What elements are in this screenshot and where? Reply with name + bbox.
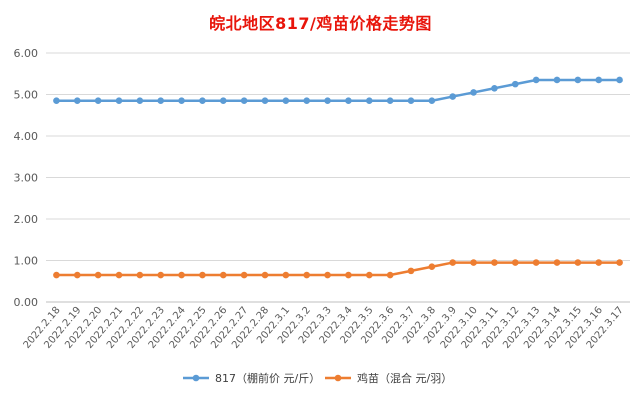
data-point-1: [240, 271, 248, 279]
data-point-1: [199, 271, 206, 279]
data-point-1: [470, 259, 477, 266]
data-point-0: [428, 97, 436, 105]
data-point-1: [53, 271, 60, 279]
data-point-0: [94, 97, 102, 105]
y-tick-label: 0.00: [14, 296, 39, 309]
data-point-1: [491, 259, 498, 266]
data-point-1: [386, 271, 394, 279]
data-point-1: [282, 271, 290, 279]
y-tick-label: 2.00: [14, 213, 39, 226]
data-point-0: [53, 97, 60, 105]
data-point-0: [261, 97, 269, 105]
data-point-1: [115, 271, 123, 279]
data-point-0: [491, 84, 498, 92]
data-point-1: [303, 271, 311, 279]
y-tick-label: 1.00: [14, 255, 39, 268]
y-tick-label: 5.00: [14, 89, 39, 102]
data-point-0: [595, 76, 603, 84]
legend-marker-0: [192, 374, 200, 382]
data-point-0: [157, 97, 165, 105]
data-point-1: [261, 271, 269, 279]
series-line-1: [56, 261, 620, 277]
data-point-0: [365, 97, 373, 105]
data-point-1: [178, 271, 185, 279]
data-point-0: [136, 97, 144, 105]
series-line-0: [56, 78, 620, 102]
data-point-0: [532, 76, 540, 84]
data-point-1: [345, 271, 352, 279]
data-point-1: [616, 259, 623, 266]
data-point-0: [178, 97, 185, 105]
y-tick-label: 6.00: [14, 47, 39, 60]
data-point-0: [470, 89, 477, 96]
data-point-0: [574, 76, 582, 84]
data-point-0: [407, 97, 415, 105]
data-point-0: [115, 97, 123, 105]
data-point-0: [240, 97, 248, 105]
data-point-1: [428, 263, 436, 271]
chart-title: 皖北地区817/鸡苗价格走势图: [209, 14, 432, 33]
data-point-0: [553, 76, 561, 84]
data-point-1: [219, 271, 227, 279]
legend-label-1: 鸡苗（混合 元/羽）: [357, 371, 452, 385]
data-point-1: [449, 259, 457, 266]
data-point-1: [324, 271, 331, 279]
data-point-1: [73, 271, 81, 279]
data-point-1: [574, 259, 582, 266]
data-point-0: [449, 93, 457, 100]
data-point-0: [616, 76, 623, 84]
legend-marker-1: [334, 374, 342, 382]
y-tick-label: 3.00: [14, 172, 39, 185]
data-point-0: [199, 97, 206, 105]
data-point-1: [553, 259, 561, 266]
data-point-1: [595, 259, 603, 266]
data-point-0: [511, 80, 519, 88]
data-point-0: [73, 97, 81, 105]
data-point-1: [532, 259, 540, 266]
data-point-1: [157, 271, 165, 279]
data-point-1: [94, 271, 102, 279]
data-point-1: [511, 259, 519, 266]
data-point-0: [324, 97, 331, 105]
data-point-0: [219, 97, 227, 105]
data-point-0: [386, 97, 394, 105]
legend-label-0: 817（棚前价 元/斤）: [215, 371, 320, 385]
data-point-1: [365, 271, 373, 279]
data-point-1: [136, 271, 144, 279]
y-tick-label: 4.00: [14, 130, 39, 143]
data-point-1: [407, 267, 415, 275]
data-point-0: [303, 97, 311, 105]
data-point-0: [282, 97, 290, 105]
data-point-0: [345, 97, 352, 105]
